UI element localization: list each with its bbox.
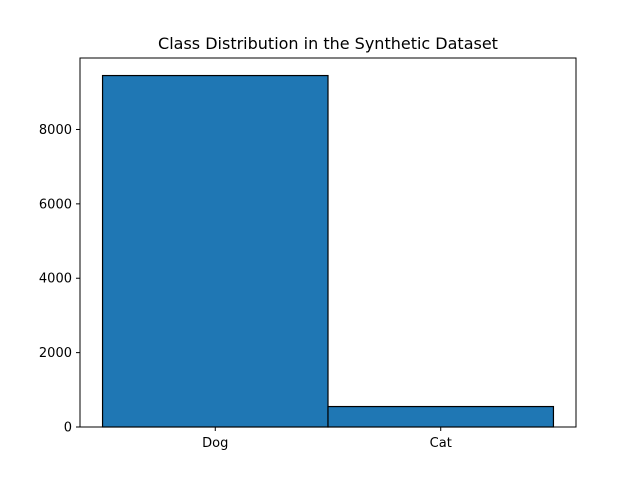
y-tick-label-4000: 4000 (39, 272, 72, 287)
y-tick-label-2000: 2000 (39, 346, 72, 361)
axes-frame (79, 57, 577, 428)
y-tick-label-8000: 8000 (39, 123, 72, 138)
bar-dog (101, 74, 329, 428)
bar-cat (327, 405, 555, 428)
x-tick-label-dog: Dog (202, 436, 228, 451)
chart-title: Class Distribution in the Synthetic Data… (158, 34, 498, 53)
x-tick-label-cat: Cat (430, 436, 452, 451)
plot-area: 0 2000 4000 6000 8000 Dog Cat (39, 57, 577, 451)
y-tick-label-0: 0 (64, 421, 72, 436)
y-tick-label-6000: 6000 (39, 197, 72, 212)
